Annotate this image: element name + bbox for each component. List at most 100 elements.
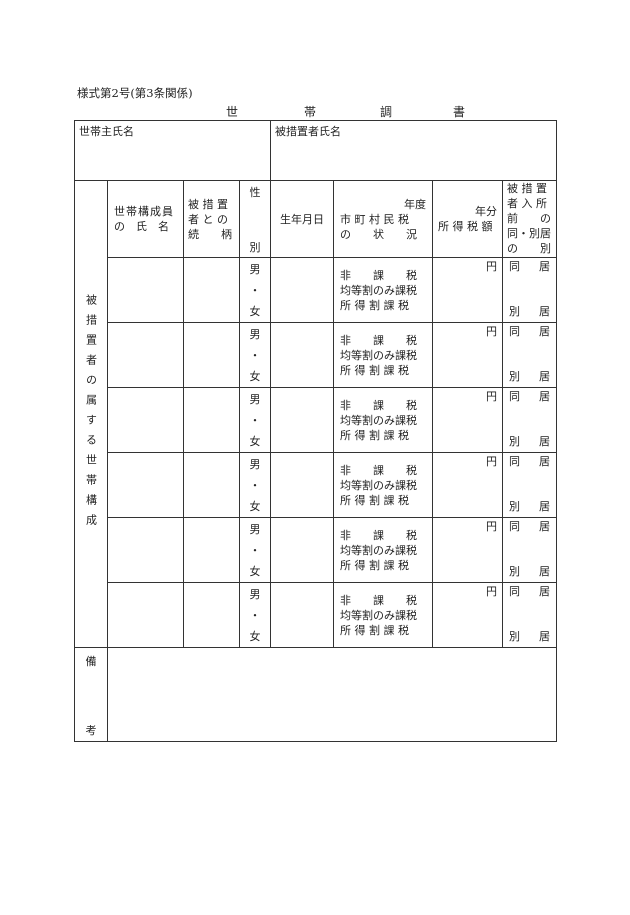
- female-option[interactable]: 女: [249, 435, 261, 448]
- member-row: 男 ・ 女 非 課 税 均等割のみ課税 所 得 割 課 税 円 同居 別居: [75, 257, 557, 323]
- separate-residence-option[interactable]: 別居: [509, 304, 550, 319]
- separator-dot: ・: [249, 284, 261, 297]
- opt-char: 居: [539, 325, 550, 338]
- income-tax-field[interactable]: 円: [432, 387, 503, 453]
- tax-option-per-capita[interactable]: 均等割のみ課税: [340, 284, 417, 297]
- member-name-field[interactable]: [107, 517, 184, 583]
- relation-field[interactable]: [183, 582, 240, 648]
- income-tax-field[interactable]: 円: [432, 517, 503, 583]
- birthdate-field[interactable]: [270, 582, 334, 648]
- sex-choice[interactable]: 男 ・ 女: [239, 257, 271, 323]
- birthdate-field[interactable]: [270, 387, 334, 453]
- male-option[interactable]: 男: [249, 588, 261, 601]
- separate-residence-option[interactable]: 別居: [509, 434, 550, 449]
- sex-choice[interactable]: 男 ・ 女: [239, 452, 271, 518]
- separate-residence-option[interactable]: 別居: [509, 369, 550, 384]
- birthdate-field[interactable]: [270, 452, 334, 518]
- tax-option-income[interactable]: 所 得 割 課 税: [340, 624, 409, 637]
- sex-choice[interactable]: 男 ・ 女: [239, 582, 271, 648]
- male-option[interactable]: 男: [249, 328, 261, 341]
- female-option[interactable]: 女: [249, 370, 261, 383]
- tax-option-exempt[interactable]: 非 課 税: [340, 529, 417, 542]
- male-option[interactable]: 男: [249, 458, 261, 471]
- cohabitation-choice[interactable]: 同居 別居: [502, 322, 557, 388]
- cohabitation-choice[interactable]: 同居 別居: [502, 517, 557, 583]
- birthdate-field[interactable]: [270, 257, 334, 323]
- separate-residence-option[interactable]: 別居: [509, 499, 550, 514]
- birthdate-field[interactable]: [270, 517, 334, 583]
- member-name-field[interactable]: [107, 322, 184, 388]
- relation-field[interactable]: [183, 322, 240, 388]
- separate-residence-option[interactable]: 別居: [509, 629, 550, 644]
- cohabitation-choice[interactable]: 同居 別居: [502, 257, 557, 323]
- male-option[interactable]: 男: [249, 263, 261, 276]
- female-option[interactable]: 女: [249, 630, 261, 643]
- female-option[interactable]: 女: [249, 565, 261, 578]
- female-option[interactable]: 女: [249, 500, 261, 513]
- col-text: 年度: [404, 197, 426, 211]
- relation-field[interactable]: [183, 517, 240, 583]
- col-text: の 別: [507, 242, 551, 255]
- tax-option-income[interactable]: 所 得 割 課 税: [340, 299, 409, 312]
- opt-char: 居: [539, 455, 550, 468]
- tax-option-exempt[interactable]: 非 課 税: [340, 399, 417, 412]
- tax-option-exempt[interactable]: 非 課 税: [340, 269, 417, 282]
- cohabitation-choice[interactable]: 同居 別居: [502, 387, 557, 453]
- tax-status-choice[interactable]: 非 課 税 均等割のみ課税 所 得 割 課 税: [333, 452, 433, 518]
- opt-char: 居: [539, 435, 550, 448]
- same-residence-option[interactable]: 同居: [509, 389, 550, 404]
- tax-option-income[interactable]: 所 得 割 課 税: [340, 364, 409, 377]
- same-residence-option[interactable]: 同居: [509, 519, 550, 534]
- relation-field[interactable]: [183, 257, 240, 323]
- separator-dot: ・: [249, 479, 261, 492]
- head-of-household-field[interactable]: 世帯主氏名: [74, 120, 271, 181]
- tax-option-income[interactable]: 所 得 割 課 税: [340, 494, 409, 507]
- col-text: 前 の: [507, 212, 551, 225]
- tax-option-per-capita[interactable]: 均等割のみ課税: [340, 479, 417, 492]
- income-tax-field[interactable]: 円: [432, 582, 503, 648]
- sex-choice[interactable]: 男 ・ 女: [239, 322, 271, 388]
- tax-option-exempt[interactable]: 非 課 税: [340, 594, 417, 607]
- same-residence-option[interactable]: 同居: [509, 324, 550, 339]
- tax-option-per-capita[interactable]: 均等割のみ課税: [340, 544, 417, 557]
- tax-status-choice[interactable]: 非 課 税 均等割のみ課税 所 得 割 課 税: [333, 322, 433, 388]
- placed-person-field[interactable]: 被措置者氏名: [270, 120, 557, 181]
- income-tax-field[interactable]: 円: [432, 452, 503, 518]
- tax-status-choice[interactable]: 非 課 税 均等割のみ課税 所 得 割 課 税: [333, 387, 433, 453]
- income-tax-field[interactable]: 円: [432, 322, 503, 388]
- opt-char: 同: [509, 325, 520, 338]
- tax-status-choice[interactable]: 非 課 税 均等割のみ課税 所 得 割 課 税: [333, 257, 433, 323]
- same-residence-option[interactable]: 同居: [509, 454, 550, 469]
- male-option[interactable]: 男: [249, 523, 261, 536]
- tax-option-per-capita[interactable]: 均等割のみ課税: [340, 414, 417, 427]
- member-name-field[interactable]: [107, 257, 184, 323]
- female-option[interactable]: 女: [249, 305, 261, 318]
- member-name-field[interactable]: [107, 387, 184, 453]
- income-tax-field[interactable]: 円: [432, 257, 503, 323]
- member-name-field[interactable]: [107, 582, 184, 648]
- male-option[interactable]: 男: [249, 393, 261, 406]
- sex-choice[interactable]: 男 ・ 女: [239, 387, 271, 453]
- tax-option-per-capita[interactable]: 均等割のみ課税: [340, 349, 417, 362]
- col-text: 所 得 税 額: [438, 220, 493, 233]
- remarks-field[interactable]: [107, 647, 557, 742]
- separate-residence-option[interactable]: 別居: [509, 564, 550, 579]
- same-residence-option[interactable]: 同居: [509, 259, 550, 274]
- tax-option-per-capita[interactable]: 均等割のみ課税: [340, 609, 417, 622]
- tax-option-exempt[interactable]: 非 課 税: [340, 464, 417, 477]
- tax-option-income[interactable]: 所 得 割 課 税: [340, 559, 409, 572]
- tax-option-income[interactable]: 所 得 割 課 税: [340, 429, 409, 442]
- birthdate-field[interactable]: [270, 322, 334, 388]
- same-residence-option[interactable]: 同居: [509, 584, 550, 599]
- sex-choice[interactable]: 男 ・ 女: [239, 517, 271, 583]
- relation-field[interactable]: [183, 387, 240, 453]
- tax-option-exempt[interactable]: 非 課 税: [340, 334, 417, 347]
- col-text: 世帯構成員: [114, 205, 174, 218]
- tax-status-choice[interactable]: 非 課 税 均等割のみ課税 所 得 割 課 税: [333, 517, 433, 583]
- relation-field[interactable]: [183, 452, 240, 518]
- cohabitation-choice[interactable]: 同居 別居: [502, 452, 557, 518]
- cohabitation-choice[interactable]: 同居 別居: [502, 582, 557, 648]
- member-name-field[interactable]: [107, 452, 184, 518]
- tax-status-choice[interactable]: 非 課 税 均等割のみ課税 所 得 割 課 税: [333, 582, 433, 648]
- opt-char: 居: [539, 305, 550, 318]
